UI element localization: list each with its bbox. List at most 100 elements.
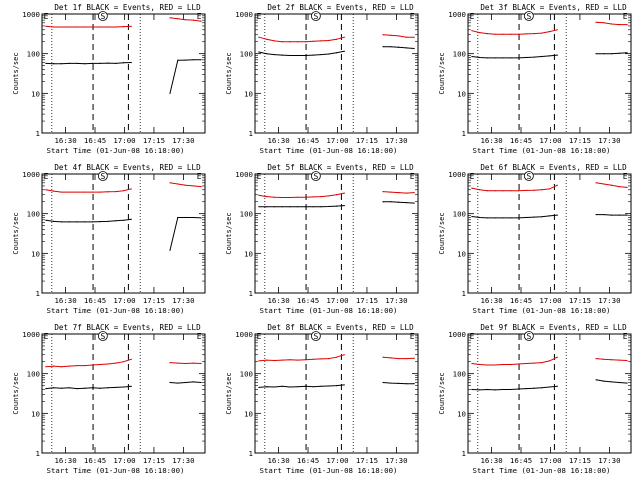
lld-point (200, 186, 202, 188)
y-axis-label: Counts/sec (225, 372, 233, 414)
events-point (556, 54, 558, 56)
y-tick-label: 100 (27, 370, 40, 379)
lld-point (289, 196, 291, 199)
y-tick-label: 100 (27, 50, 40, 59)
lld-point (184, 184, 187, 186)
events-point (328, 205, 330, 208)
events-point (541, 387, 543, 389)
lld-point (169, 17, 171, 19)
lld-point (502, 33, 504, 35)
y-axis-label: Counts/sec (12, 212, 20, 254)
lld-point (626, 359, 628, 362)
x-tick-label: 16:45 (84, 296, 106, 305)
events-point (84, 63, 86, 65)
lld-point (192, 362, 194, 364)
events-point (169, 92, 171, 94)
events-point (68, 221, 70, 223)
lld-point (471, 362, 473, 365)
lld-point (603, 22, 605, 24)
lld-point (304, 359, 307, 361)
plot-frame (467, 13, 632, 134)
events-point (413, 202, 415, 204)
x-tick-label: 16:30 (54, 136, 76, 145)
y-tick-label: 10 (457, 249, 466, 258)
events-point (115, 386, 117, 389)
lld-point (486, 190, 489, 192)
saa-marker-circle (310, 331, 321, 341)
y-tick-label: 1 (36, 449, 40, 458)
lld-point (618, 24, 620, 26)
event-marker-e: E (257, 332, 262, 341)
event-marker-e: E (410, 172, 415, 181)
lld-point (413, 191, 415, 194)
lld-point (335, 356, 338, 358)
x-tick-label: 16:30 (54, 296, 76, 305)
events-point (595, 213, 597, 216)
x-tick-label: 17:15 (356, 136, 378, 145)
lld-point (297, 196, 299, 198)
events-point (273, 206, 276, 208)
lld-point (541, 32, 543, 34)
x-tick-label: 16:45 (84, 456, 106, 465)
lld-point (541, 189, 543, 191)
events-point (626, 382, 628, 384)
y-tick-label: 1000 (448, 330, 466, 339)
lld-point (510, 190, 512, 192)
lld-point (289, 359, 291, 361)
saa-marker-circle (523, 11, 534, 21)
x-tick-label: 16:30 (480, 136, 502, 145)
lld-point (68, 26, 70, 28)
lld-point (45, 366, 47, 368)
lld-point (76, 26, 78, 28)
lld-point (266, 195, 268, 198)
lld-point (45, 25, 47, 27)
y-tick-label: 100 (240, 370, 253, 379)
events-point (610, 214, 613, 216)
events-point (471, 388, 473, 391)
y-tick-label: 100 (453, 50, 466, 59)
y-tick-label: 1000 (22, 330, 40, 339)
lld-point (320, 40, 322, 42)
lld-point (397, 35, 400, 37)
lld-point (390, 357, 392, 359)
events-point (335, 205, 338, 207)
events-point (471, 215, 473, 218)
series-events-line (45, 59, 202, 94)
lld-point (53, 365, 55, 367)
y-axis-label: Counts/sec (12, 52, 20, 94)
lld-point (479, 363, 481, 366)
chart-title: Det 1f BLACK = Events, RED = LLD (54, 3, 201, 12)
lld-point (382, 34, 384, 36)
lld-point (107, 363, 109, 365)
events-point (397, 382, 400, 384)
events-point (603, 53, 605, 55)
lld-point (595, 21, 597, 23)
lld-point (273, 359, 276, 362)
events-point (281, 385, 283, 387)
events-point (84, 387, 86, 389)
x-tick-label: 17:30 (172, 456, 194, 465)
x-axis-label: Start Time (01-Jun-08 16:18:00) (47, 146, 185, 155)
chart-panel-3: Det 3f BLACK = Events, RED = LLD 1 10 100 10… (438, 3, 632, 155)
events-point (405, 47, 407, 49)
event-marker-e: E (623, 172, 628, 181)
events-point (91, 62, 94, 64)
lld-point (177, 18, 179, 20)
x-tick-label: 17:30 (598, 136, 620, 145)
events-point (289, 206, 291, 208)
events-point (382, 381, 384, 384)
lld-point (405, 36, 407, 38)
chart-title: Det 5f BLACK = Events, RED = LLD (267, 163, 414, 172)
y-axis-label: Counts/sec (438, 372, 446, 414)
events-point (618, 52, 620, 54)
x-tick-label: 17:30 (385, 456, 407, 465)
event-marker-e: E (197, 12, 202, 21)
lld-point (626, 24, 628, 26)
lld-point (595, 357, 597, 360)
x-tick-label: 17:00 (113, 136, 135, 145)
x-axis-label: Start Time (01-Jun-08 16:18:00) (47, 466, 185, 475)
events-point (289, 54, 291, 57)
events-point (603, 213, 605, 216)
lld-point (510, 33, 512, 35)
x-tick-label: 17:30 (598, 296, 620, 305)
